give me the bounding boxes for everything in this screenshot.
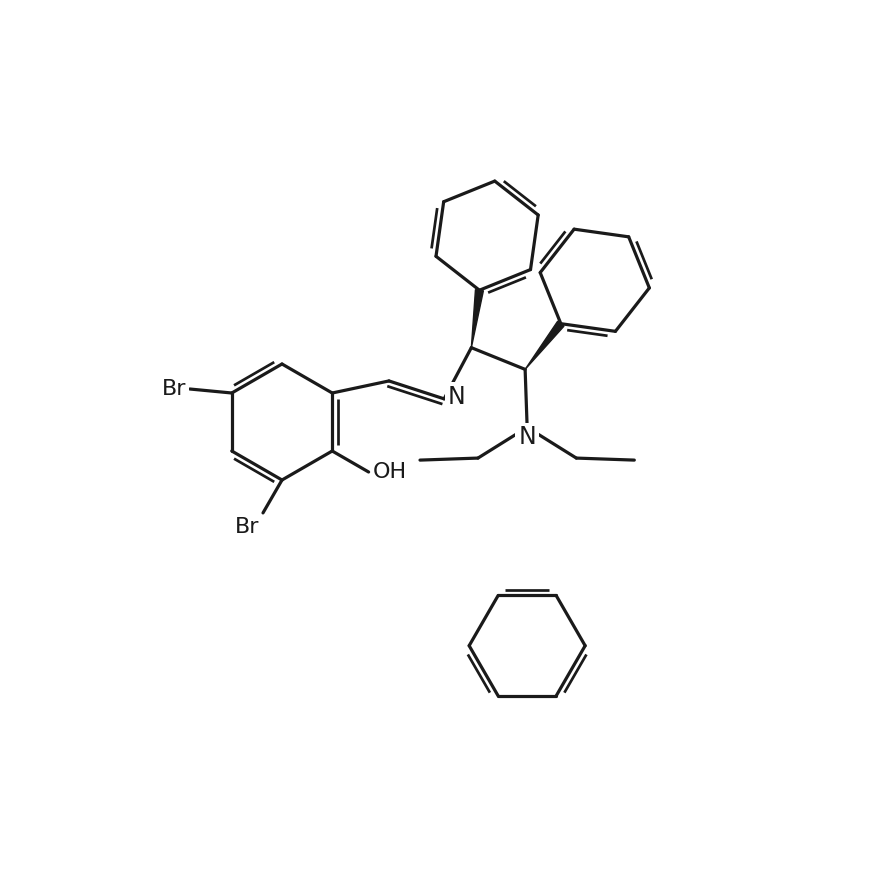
Text: Br: Br	[234, 517, 259, 537]
Text: N: N	[518, 425, 536, 449]
Polygon shape	[472, 289, 483, 348]
Text: OH: OH	[373, 462, 407, 482]
Text: N: N	[449, 384, 465, 409]
Text: Br: Br	[162, 379, 187, 399]
Polygon shape	[525, 321, 564, 369]
